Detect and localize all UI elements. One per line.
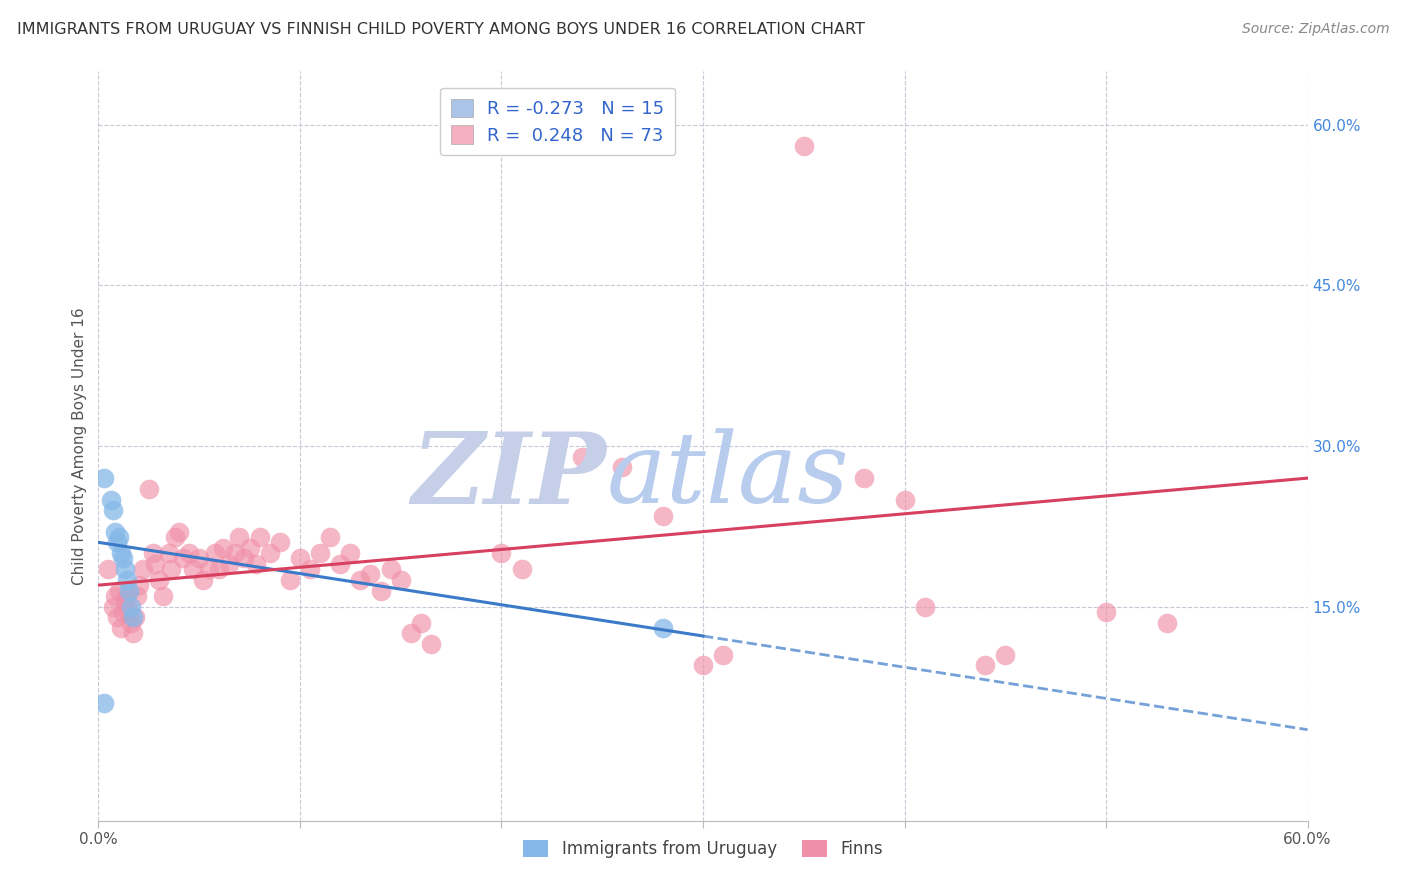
Point (97, 562, 120, 576)
Text: atlas: atlas (606, 428, 849, 524)
Point (101, 599, 124, 614)
Point (148, 573, 170, 587)
Point (114, 594, 136, 608)
Point (370, 583, 392, 598)
Point (711, 648, 734, 662)
Point (612, 460, 634, 475)
Point (105, 535, 128, 549)
Point (239, 541, 262, 555)
Point (120, 599, 142, 614)
Point (399, 626, 422, 640)
Point (101, 503, 124, 517)
Point (571, 450, 593, 464)
Y-axis label: Child Poverty Among Boys Under 16: Child Poverty Among Boys Under 16 (72, 307, 87, 585)
Point (124, 610, 146, 624)
Point (249, 530, 271, 544)
Point (389, 573, 412, 587)
Point (259, 546, 281, 560)
Point (188, 551, 211, 566)
Point (299, 562, 322, 576)
Point (93, 696, 115, 710)
Point (309, 546, 332, 560)
Point (651, 621, 673, 635)
Point (853, 471, 876, 485)
Point (121, 610, 143, 624)
Point (420, 637, 443, 651)
Point (1095, 605, 1118, 619)
Point (121, 626, 143, 640)
Point (232, 551, 254, 566)
Point (115, 573, 138, 587)
Point (128, 578, 150, 592)
Point (152, 589, 174, 603)
Point (142, 546, 165, 560)
Point (138, 482, 160, 496)
Point (208, 562, 231, 576)
Point (994, 648, 1017, 662)
Point (228, 530, 250, 544)
Point (111, 551, 134, 566)
Point (974, 658, 997, 673)
Point (118, 605, 141, 619)
Point (692, 658, 714, 673)
Point (349, 573, 371, 587)
Point (103, 524, 125, 539)
Point (107, 583, 129, 598)
Point (198, 562, 221, 576)
Text: Source: ZipAtlas.com: Source: ZipAtlas.com (1241, 22, 1389, 37)
Point (110, 621, 132, 635)
Point (793, 139, 815, 153)
Point (288, 551, 311, 566)
Point (193, 573, 215, 587)
Point (143, 557, 166, 571)
Point (269, 535, 291, 549)
Point (329, 557, 352, 571)
Point (132, 562, 155, 576)
Point (278, 573, 301, 587)
Legend: Immigrants from Uruguay, Finns: Immigrants from Uruguay, Finns (516, 833, 890, 864)
Point (380, 562, 402, 576)
Point (111, 605, 134, 619)
Point (914, 599, 936, 614)
Point (1156, 615, 1178, 630)
Point (651, 508, 673, 523)
Point (110, 546, 132, 560)
Point (118, 583, 141, 598)
Point (409, 615, 432, 630)
Point (107, 530, 129, 544)
Point (204, 546, 226, 560)
Point (115, 589, 138, 603)
Point (339, 546, 361, 560)
Point (212, 541, 235, 555)
Point (510, 562, 533, 576)
Point (245, 557, 267, 571)
Text: ZIP: ZIP (412, 428, 606, 524)
Point (491, 546, 513, 560)
Point (218, 557, 240, 571)
Point (157, 546, 180, 560)
Point (103, 589, 125, 603)
Point (319, 530, 342, 544)
Point (172, 551, 194, 566)
Point (224, 546, 246, 560)
Point (93, 471, 115, 485)
Point (893, 492, 915, 507)
Point (125, 589, 148, 603)
Point (105, 610, 128, 624)
Point (163, 530, 186, 544)
Point (167, 524, 190, 539)
Point (160, 562, 183, 576)
Point (100, 492, 122, 507)
Point (179, 546, 201, 560)
Point (360, 567, 382, 582)
Point (114, 562, 136, 576)
Point (120, 615, 142, 630)
Point (181, 562, 204, 576)
Text: IMMIGRANTS FROM URUGUAY VS FINNISH CHILD POVERTY AMONG BOYS UNDER 16 CORRELATION: IMMIGRANTS FROM URUGUAY VS FINNISH CHILD… (17, 22, 865, 37)
